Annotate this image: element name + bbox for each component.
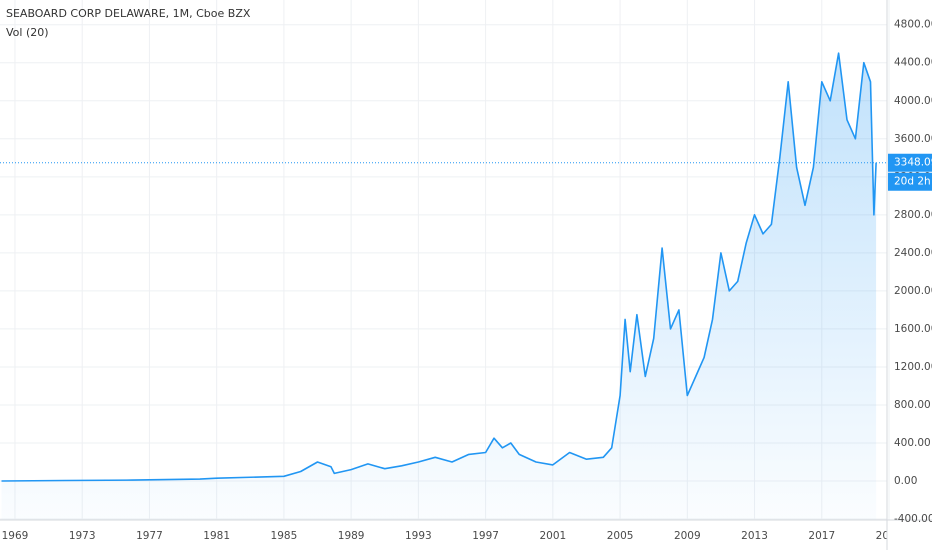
x-tick-label: 1997 (472, 530, 499, 542)
y-tick-label: 2400.00 (894, 247, 932, 259)
x-tick-label: 1973 (69, 530, 96, 542)
price-line (1, 52, 877, 482)
chart-title: SEABOARD CORP DELAWARE, 1M, Cboe BZX (6, 7, 251, 20)
x-tick-label: 2013 (741, 530, 768, 542)
y-tick-label: 0.00 (894, 475, 917, 487)
y-tick-label: 4800.00 (894, 19, 932, 31)
y-tick-label: 800.00 (894, 399, 931, 411)
countdown-box (888, 172, 932, 191)
x-tick-label: 2001 (539, 530, 566, 542)
x-tick-label: 1969 (2, 530, 29, 542)
x-tick-label: 1985 (271, 530, 298, 542)
x-tick-label: 1977 (136, 530, 163, 542)
last-price-label: 3348.09 (894, 157, 932, 169)
area (1, 53, 877, 520)
x-tick-label: 1989 (338, 530, 365, 542)
y-tick-label: 4000.00 (894, 95, 932, 107)
last-price-box (888, 153, 932, 172)
x-tick-label: 2017 (808, 530, 835, 542)
y-tick-label: 2800.00 (894, 209, 932, 221)
x-tick-label: 1981 (203, 530, 230, 542)
countdown-label: 20d 2h (894, 176, 931, 188)
y-tick-label: 3600.00 (894, 133, 932, 145)
x-tick-label: 2021 (876, 530, 903, 542)
y-tick-label: 1600.00 (894, 323, 932, 335)
y-tick-label: 400.00 (894, 437, 931, 449)
subtitle: Vol (20) (6, 26, 49, 39)
y-tick-label: 1200.00 (894, 361, 932, 373)
x-tick-label: 2009 (674, 530, 701, 542)
y-tick-label: -400.00 (894, 513, 932, 525)
y-tick-label: 4400.00 (894, 57, 932, 69)
x-tick-label: 2005 (607, 530, 634, 542)
y-tick-label: 2000.00 (894, 285, 932, 297)
x-tick-label: 1993 (405, 530, 432, 542)
